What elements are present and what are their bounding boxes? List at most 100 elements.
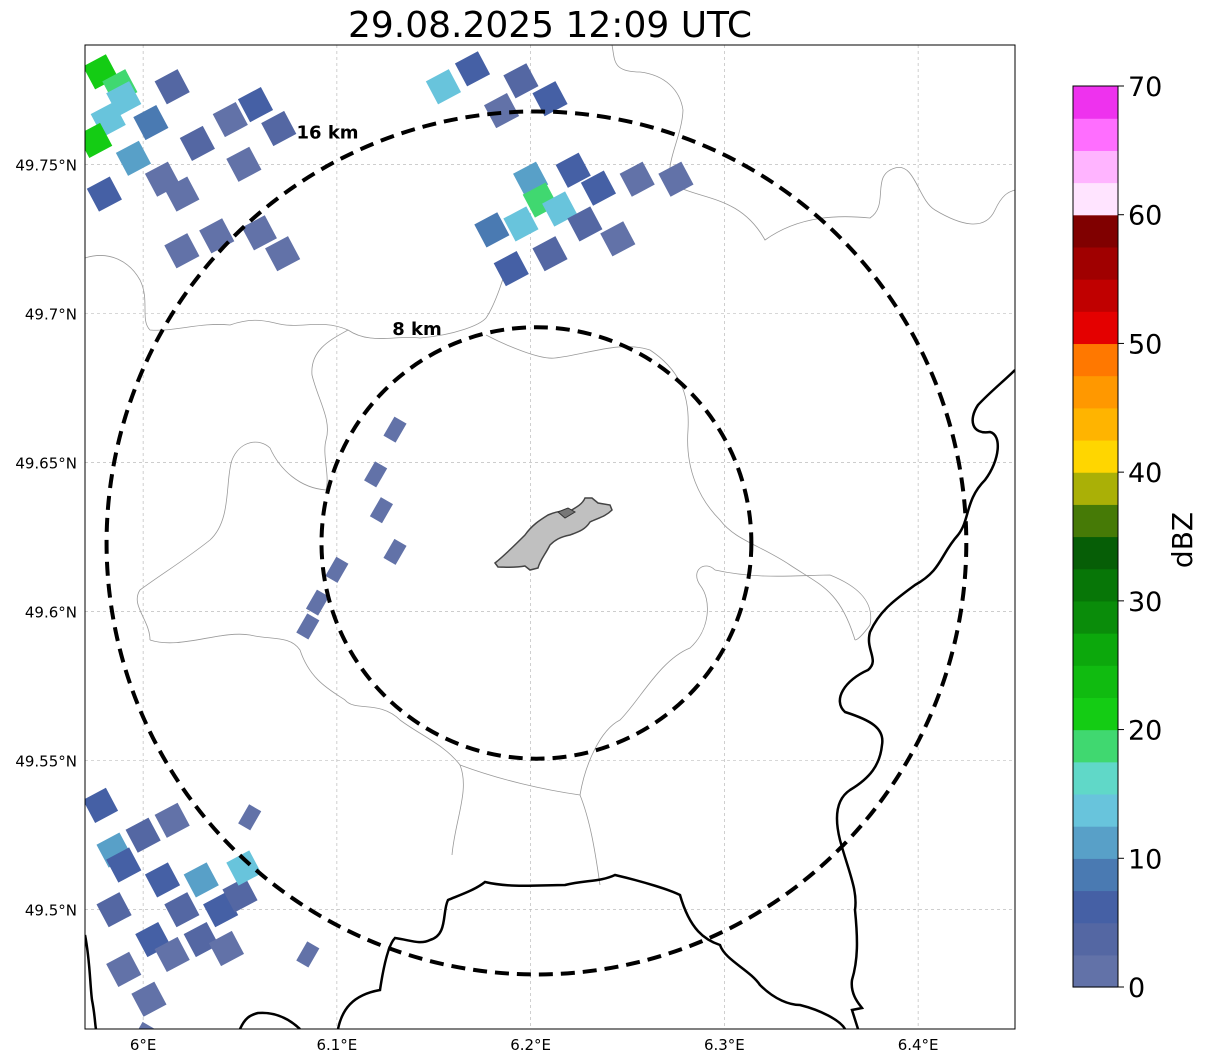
colorbar-segment [1073,761,1118,795]
range-ring-label: 8 km [392,319,442,340]
colorbar-segment [1073,568,1118,602]
colorbar-tick-label: 20 [1128,716,1162,747]
radar-echo [542,191,578,227]
radar-echo [600,221,636,257]
colorbar-tick-label: 40 [1128,458,1162,489]
radar-echo [183,862,219,898]
x-tick-label: 6.4°E [898,1036,939,1054]
x-tick-label: 6.2°E [510,1036,551,1054]
colorbar-segment [1073,375,1118,409]
range-ring-label: 16 km [297,123,359,144]
colorbar-segment [1073,472,1118,505]
radar-echo [483,93,520,129]
y-tick-label: 49.55°N [15,753,77,771]
colorbar-segment [1073,826,1118,859]
x-axis-ticks: 6°E 6.1°E 6.2°E 6.3°E 6.4°E [130,1036,939,1054]
country-border [336,873,847,1029]
x-tick-label: 6°E [130,1036,157,1054]
radar-echo [383,416,407,443]
colorbar-tick-label: 60 [1128,201,1162,232]
radar-echo [226,146,262,182]
admin-boundary [85,254,511,339]
radar-echo [85,787,119,823]
city-area-dark [557,507,576,519]
radar-echo [325,556,349,583]
colorbar-tick-label: 0 [1128,973,1145,1004]
radar-echo [131,1021,155,1029]
x-tick-label: 6.3°E [704,1036,745,1054]
colorbar-segment [1073,954,1118,988]
radar-echo [86,176,122,212]
colorbar-segment [1073,633,1118,666]
colorbar-segment [1073,279,1118,312]
radar-echo [226,850,262,886]
colorbar-segment [1073,504,1118,538]
radar-echo [503,206,539,242]
radar-echo [619,161,655,197]
range-ring [104,109,969,977]
radar-echo [658,161,694,197]
colorbar-segment [1073,439,1118,473]
colorbar-segment [1073,697,1118,731]
radar-echo [222,877,258,913]
radar-echo [532,81,568,117]
colorbar-segment [1073,858,1118,892]
admin-boundary [136,441,327,641]
city-area [493,497,613,571]
radar-echo [364,461,388,488]
radar-echoes [85,51,694,1029]
colorbar-segment [1073,922,1118,956]
range-rings: 8 km 16 km [104,109,969,977]
admin-boundary [579,565,716,796]
radar-echo [212,101,248,138]
admin-boundary [485,334,856,641]
radar-echo [144,862,181,898]
radar-echo [154,802,190,838]
radar-echo [133,104,169,141]
admin-boundary [714,569,872,641]
admin-boundary [311,329,349,491]
radar-echo [237,87,274,123]
colorbar-segment [1073,407,1118,441]
radar-echo [567,206,603,242]
radar-echo [296,941,320,968]
colorbar-segment [1073,343,1118,377]
y-tick-label: 49.7°N [25,305,77,323]
radar-echo [106,951,142,987]
y-tick-label: 49.5°N [25,902,77,920]
radar-echo [154,936,190,973]
colorbar-segment [1073,665,1118,698]
country-border [238,1011,301,1029]
radar-echo [164,176,200,212]
y-tick-label: 49.6°N [25,604,77,622]
colorbar-segment [1073,729,1118,763]
y-axis-ticks: 49.5°N 49.55°N 49.6°N 49.65°N 49.7°N 49.75°N [15,156,77,919]
colorbar-segment [1073,246,1118,280]
map-title: 29.08.2025 12:09 UTC [348,5,752,46]
radar-echo [580,170,617,206]
radar-echo [474,212,510,248]
admin-boundary [459,764,601,886]
radar-echo [179,125,215,161]
country-borders [85,369,1015,1029]
colorbar-segment [1073,536,1118,570]
x-tick-label: 6.1°E [316,1036,357,1054]
radar-echo [154,69,190,105]
map-frame [84,44,1016,1030]
admin-boundary [611,45,1015,241]
admin-boundaries [85,45,1015,886]
range-ring [319,325,754,761]
radar-echo [164,892,200,928]
radar-echo [555,152,591,188]
y-tick-label: 49.75°N [15,156,77,174]
radar-echo [208,930,245,967]
country-border [85,934,98,1029]
radar-echo [106,81,142,117]
colorbar: 0 10 20 30 40 50 60 70 [1072,72,1162,1004]
radar-echo [265,236,301,272]
colorbar-segment [1073,600,1118,634]
radar-echo [241,215,277,251]
radar-echo [369,497,393,524]
colorbar-tick-label: 50 [1128,329,1162,360]
